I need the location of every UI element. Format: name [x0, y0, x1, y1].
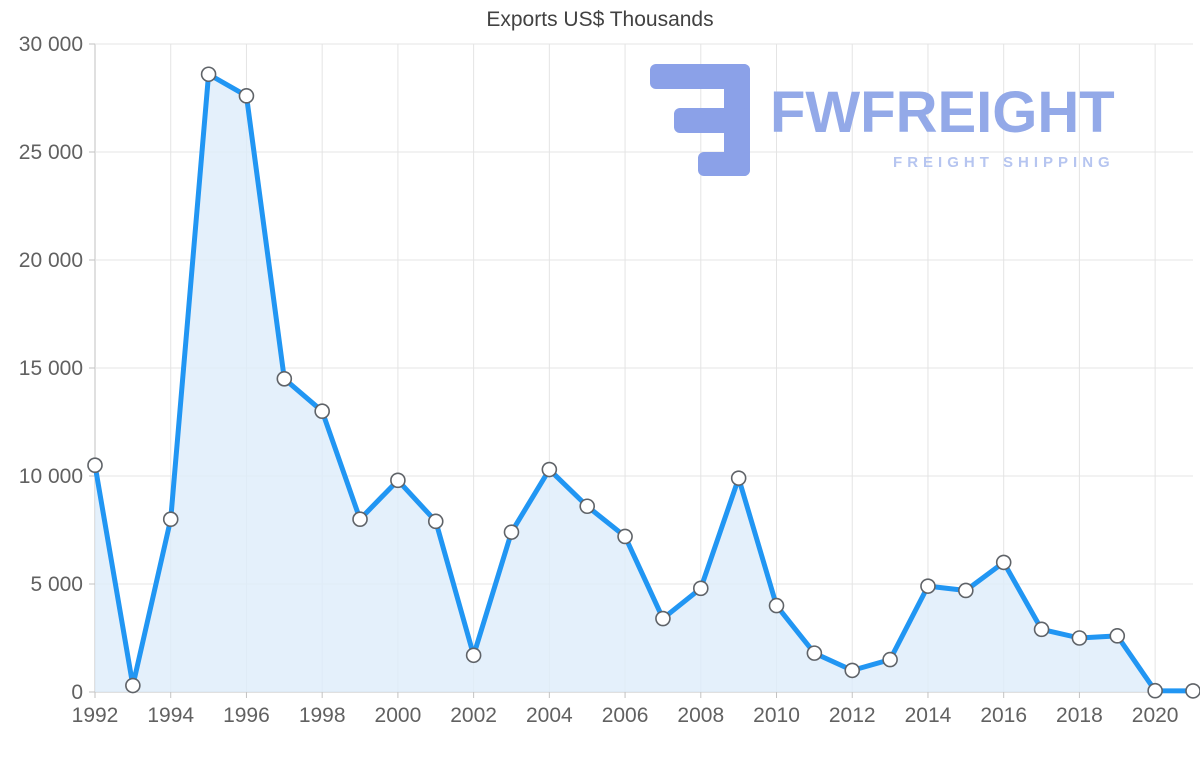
data-point	[162, 511, 179, 528]
x-tick-label: 2016	[980, 704, 1027, 727]
x-tick-label: 2010	[753, 704, 800, 727]
data-point	[617, 528, 633, 545]
data-point	[1147, 682, 1163, 699]
x-tick-label: 1994	[147, 704, 194, 727]
logo-tagline: FREIGHT SHIPPING	[893, 154, 1115, 171]
x-tick-label: 2000	[375, 704, 422, 727]
y-tick-label: 0	[71, 681, 83, 704]
data-point	[1071, 630, 1088, 646]
y-tick-label: 30 000	[19, 33, 83, 56]
data-point	[920, 578, 936, 594]
data-point	[87, 457, 103, 474]
x-tick-label: 1996	[223, 704, 270, 727]
data-point	[314, 403, 330, 420]
x-tick-label: 1998	[299, 704, 346, 727]
data-point	[1033, 621, 1050, 638]
data-point	[655, 610, 671, 627]
data-point	[1185, 683, 1200, 699]
data-point	[541, 461, 558, 478]
data-point	[390, 472, 406, 489]
x-tick-label: 2004	[526, 704, 573, 727]
x-tick-label: 2012	[829, 704, 876, 727]
data-point	[995, 554, 1012, 571]
data-point	[427, 513, 444, 530]
y-tick-label: 25 000	[19, 141, 83, 164]
data-point	[276, 370, 293, 387]
y-tick-label: 20 000	[19, 249, 83, 272]
data-point	[806, 645, 823, 661]
x-tick-label: 2006	[602, 704, 649, 727]
data-point	[844, 662, 861, 679]
y-tick-label: 15 000	[19, 357, 83, 380]
data-point	[503, 524, 520, 540]
y-tick-label: 10 000	[19, 465, 83, 488]
chart-title: Exports US$ Thousands	[486, 8, 714, 31]
x-tick-label: 2002	[450, 704, 497, 727]
x-tick-label: 1992	[72, 704, 119, 727]
y-tick-label: 5 000	[30, 573, 83, 596]
data-point	[352, 511, 368, 528]
data-point	[125, 677, 141, 694]
data-point	[238, 88, 255, 104]
x-tick-label: 2014	[905, 704, 952, 727]
data-point	[579, 498, 596, 515]
data-point	[200, 66, 217, 83]
data-point	[882, 651, 898, 668]
x-tick-label: 2020	[1132, 704, 1179, 727]
data-point	[958, 582, 974, 599]
data-point	[692, 580, 709, 597]
x-tick-label: 2008	[677, 704, 724, 727]
exports-line	[92, 71, 1196, 694]
x-tick-label: 2018	[1056, 704, 1103, 727]
logo-wordmark: FWFREIGHT	[770, 80, 1115, 145]
fwfreight-logo: FWFREIGHT FREIGHT SHIPPING	[650, 64, 1115, 176]
data-point	[465, 647, 482, 664]
data-point	[730, 470, 747, 486]
area-fill	[95, 74, 1193, 693]
data-point	[1109, 628, 1126, 644]
fwfreight-logo-icon	[650, 64, 750, 176]
data-point	[768, 597, 785, 614]
